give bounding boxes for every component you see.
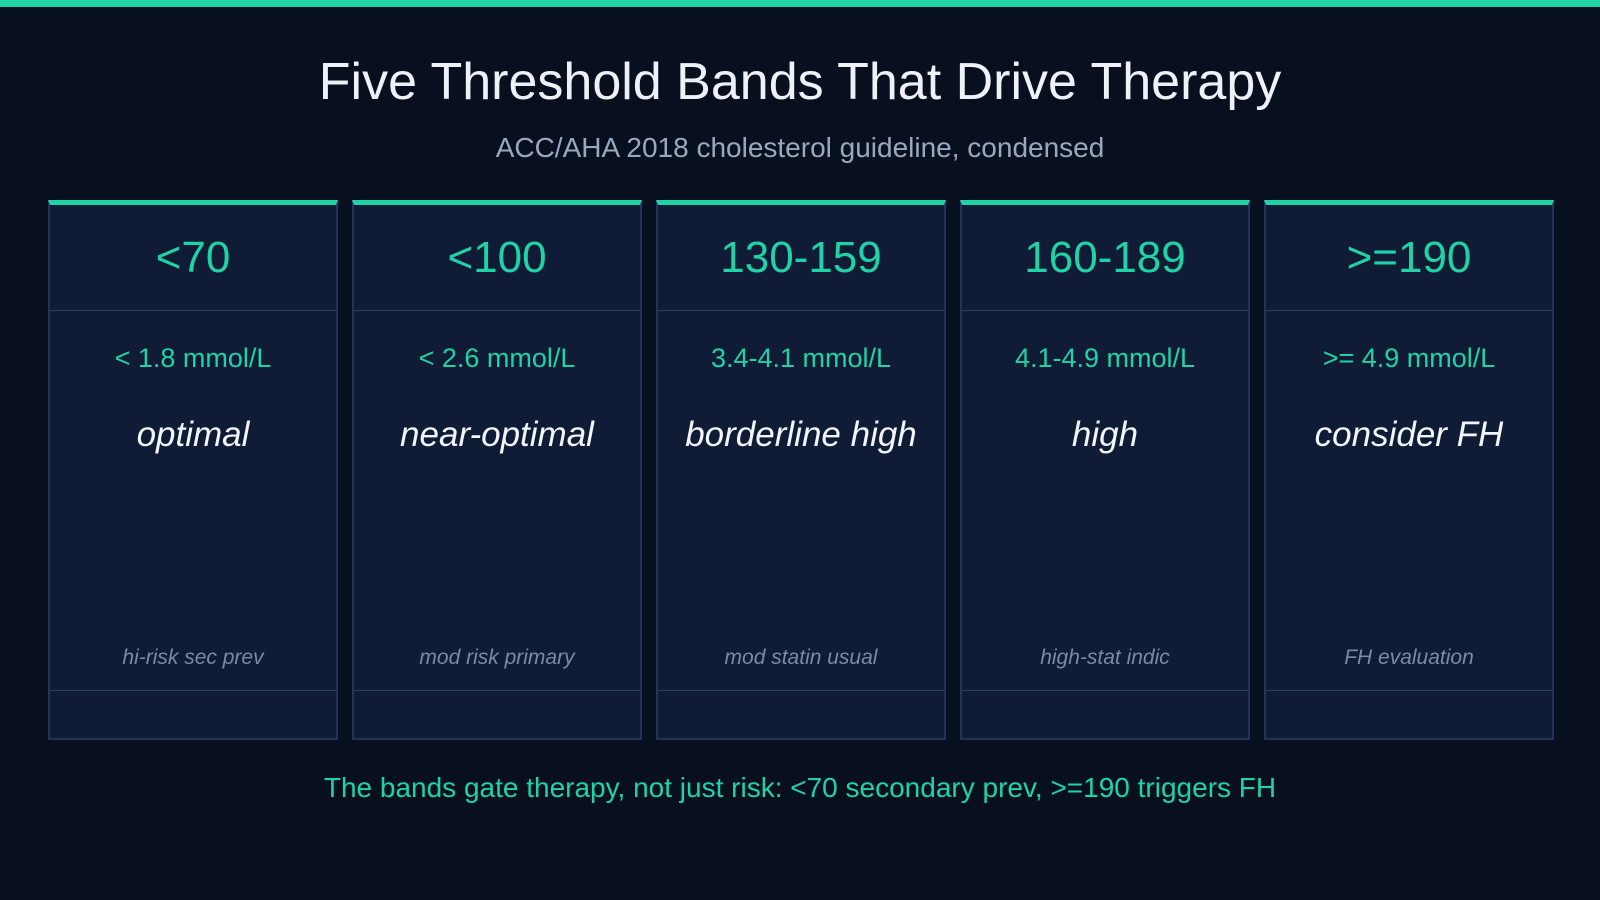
band-note: FH evaluation bbox=[1344, 646, 1474, 669]
band-value: <70 bbox=[155, 233, 231, 282]
band-card: <100 < 2.6 mmol/L near-optimal mod risk pri… bbox=[352, 200, 642, 740]
divider bbox=[658, 690, 944, 691]
title: Five Threshold Bands That Drive Therapy bbox=[318, 53, 1282, 111]
band-label: borderline high bbox=[685, 415, 917, 454]
divider bbox=[962, 690, 1248, 691]
divider bbox=[354, 690, 640, 691]
band-label: optimal bbox=[136, 415, 250, 454]
footer-note: The bands gate therapy, not just risk: <… bbox=[323, 772, 1277, 803]
band-label: high bbox=[1071, 415, 1139, 454]
band-label: near-optimal bbox=[400, 415, 594, 454]
band-card: >=190 >= 4.9 mmol/L consider FH FH evaluati… bbox=[1264, 200, 1554, 740]
divider bbox=[50, 310, 336, 311]
divider bbox=[1266, 690, 1552, 691]
divider bbox=[50, 690, 336, 691]
top-accent bbox=[0, 0, 1600, 7]
band-mmol: >= 4.9 mmol/L bbox=[1322, 343, 1496, 373]
band-mmol: < 1.8 mmol/L bbox=[114, 343, 272, 373]
band-note: hi-risk sec prev bbox=[122, 646, 264, 669]
divider bbox=[1266, 310, 1552, 311]
band-card: <70 < 1.8 mmol/L optimal hi-risk sec prev bbox=[48, 200, 338, 740]
band-value: 160-189 bbox=[1024, 233, 1186, 282]
band-note: mod risk primary bbox=[419, 646, 575, 669]
subtitle: ACC/AHA 2018 cholesterol guideline, cond… bbox=[495, 132, 1105, 163]
band-note: mod statin usual bbox=[724, 646, 878, 669]
band-mmol: 3.4-4.1 mmol/L bbox=[710, 343, 892, 373]
band-card: 130-159 3.4-4.1 mmol/L borderline high mod … bbox=[656, 200, 946, 740]
band-value: 130-159 bbox=[720, 233, 882, 282]
band-value: >=190 bbox=[1346, 233, 1472, 282]
band-value: <100 bbox=[447, 233, 547, 282]
divider bbox=[354, 310, 640, 311]
band-label: consider FH bbox=[1314, 415, 1504, 454]
divider bbox=[962, 310, 1248, 311]
band-mmol: 4.1-4.9 mmol/L bbox=[1014, 343, 1196, 373]
band-card: 160-189 4.1-4.9 mmol/L high high-stat indic bbox=[960, 200, 1250, 740]
band-note: high-stat indic bbox=[1040, 646, 1170, 669]
divider bbox=[658, 310, 944, 311]
band-mmol: < 2.6 mmol/L bbox=[418, 343, 576, 373]
